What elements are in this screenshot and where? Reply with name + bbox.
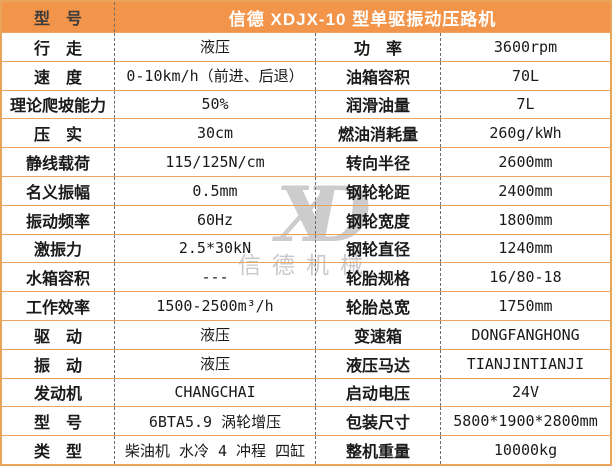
spec-label-cell: 型 号 (2, 407, 115, 436)
spec-value-cell: DONGFANGHONG (471, 325, 580, 344)
spec-value-cell: 液压 (115, 349, 316, 378)
spec-value-cell: TIANJINTIANJI (466, 354, 585, 373)
spec-value-cell: 1500-2500m³/h (115, 292, 316, 320)
spec-label-cell: 轮胎总宽 (316, 292, 441, 320)
table-row: 类 型柴油机 水冷 4 冲程 四缸 整机重量 10000kg (2, 435, 610, 464)
spec-value-cell: 60Hz (115, 205, 316, 234)
spec-label-cell: 行 走 (2, 33, 115, 61)
table-row: 工作效率 1500-2500m³/h 轮胎总宽 1750mm (2, 291, 610, 320)
spec-label-cell: 速 度 (2, 61, 115, 90)
spec-label-cell: 理论爬坡能力 (2, 90, 115, 119)
table-row: 速 度 0-10km/h（前进、后退） 油箱容积 70L (2, 60, 610, 90)
spec-value-cell: --- (115, 263, 316, 292)
spec-value-cell: 16/80-18 (489, 268, 562, 287)
table-row: 水箱容积 --- 轮胎规格 16/80-18 (2, 262, 610, 292)
table-row: 静线载荷 115/125N/cm 转向半径 2600mm (2, 147, 610, 176)
spec-value-cell: 2600mm (498, 153, 553, 172)
spec-value-cell: 0.5mm (115, 176, 316, 205)
spec-label-cell: 功 率 (316, 33, 441, 61)
spec-label-cell: 振动频率 (2, 205, 115, 234)
header-model-label: 型 号 (2, 2, 115, 32)
table-row: 发动机 CHANGCHAI 启动电压 24V (2, 377, 610, 407)
spec-label-cell: 润滑油量 (316, 90, 441, 119)
spec-value-cell: 2400mm (498, 181, 553, 200)
spec-label-cell: 燃油消耗量 (316, 119, 441, 148)
table-row: 行 走液压功 率 3600rpm (2, 32, 610, 61)
spec-label-cell: 振 动 (2, 349, 115, 378)
spec-label-cell: 钢轮轮距 (316, 176, 441, 205)
spec-value-cell: 1750mm (498, 297, 553, 316)
table-row: 驱 动液压 变速箱 DONGFANGHONG (2, 319, 610, 349)
table-row: 压 实 30cm 燃油消耗量 260g/kWh (2, 118, 610, 148)
spec-label-cell: 水箱容积 (2, 263, 115, 292)
spec-value-cell: 24V (511, 383, 540, 402)
spec-label-cell: 变速箱 (316, 320, 441, 349)
spec-value-cell: 3600rpm (493, 37, 558, 56)
spec-label-cell: 轮胎规格 (316, 263, 441, 292)
spec-label-cell: 压 实 (2, 119, 115, 148)
spec-label-cell: 油箱容积 (316, 61, 441, 90)
spec-label-cell: 包装尺寸 (316, 407, 441, 436)
spec-label-cell: 钢轮宽度 (316, 205, 441, 234)
table-title: 信德 XDJX-10 型单驱振动压路机 (228, 9, 497, 29)
table-row: 名义振幅 0.5mm 钢轮轮距 2400mm (2, 175, 610, 205)
spec-label-cell: 启动电压 (316, 378, 441, 407)
spec-value-cell: 6BTA5.9 涡轮增压 (115, 407, 316, 436)
spec-label-cell: 转向半径 (316, 148, 441, 176)
spec-label-cell: 名义振幅 (2, 176, 115, 205)
spec-label-cell: 液压马达 (316, 349, 441, 378)
spec-label-cell: 激振力 (2, 234, 115, 263)
spec-value-cell: 2.5*30kN (115, 234, 316, 263)
spec-label-cell: 类 型 (2, 436, 115, 464)
spec-value-cell: 0-10km/h（前进、后退） (115, 61, 316, 90)
table-row: 振 动液压 液压马达 TIANJINTIANJI (2, 348, 610, 378)
spec-label-cell: 发动机 (2, 378, 115, 407)
spec-value-cell: 1240mm (498, 239, 553, 258)
spec-label-cell: 静线载荷 (2, 148, 115, 176)
table-row: 激振力 2.5*30kN 钢轮直径 1240mm (2, 233, 610, 263)
spec-value-cell: CHANGCHAI (115, 378, 316, 407)
spec-value-cell: 1800mm (498, 210, 553, 229)
spec-value-cell: 液压 (115, 33, 316, 61)
table-row: 型 号 6BTA5.9 涡轮增压 包装尺寸 5800*1900*2800mm (2, 406, 610, 436)
spec-label-cell: 工作效率 (2, 292, 115, 320)
spec-value-cell: 50% (115, 90, 316, 119)
table-header-row: 型 号 信德 XDJX-10 型单驱振动压路机 (2, 2, 610, 32)
spec-label-cell: 驱 动 (2, 320, 115, 349)
spec-value-cell: 260g/kWh (489, 124, 562, 143)
spec-value-cell: 5800*1900*2800mm (453, 412, 598, 431)
spec-value-cell: 115/125N/cm (115, 148, 316, 176)
table-row: 理论爬坡能力 50% 润滑油量 7L (2, 89, 610, 119)
spec-value-cell: 7L (516, 95, 535, 114)
spec-label-cell: 整机重量 (316, 436, 441, 464)
spec-value-cell: 液压 (115, 320, 316, 349)
spec-value-cell: 70L (511, 66, 540, 85)
spec-value-cell: 柴油机 水冷 4 冲程 四缸 (115, 436, 316, 464)
spec-label-cell: 钢轮直径 (316, 234, 441, 263)
spec-value-cell: 30cm (115, 119, 316, 148)
table-row: 振动频率 60Hz 钢轮宽度 1800mm (2, 204, 610, 234)
spec-value-cell: 10000kg (493, 441, 558, 460)
